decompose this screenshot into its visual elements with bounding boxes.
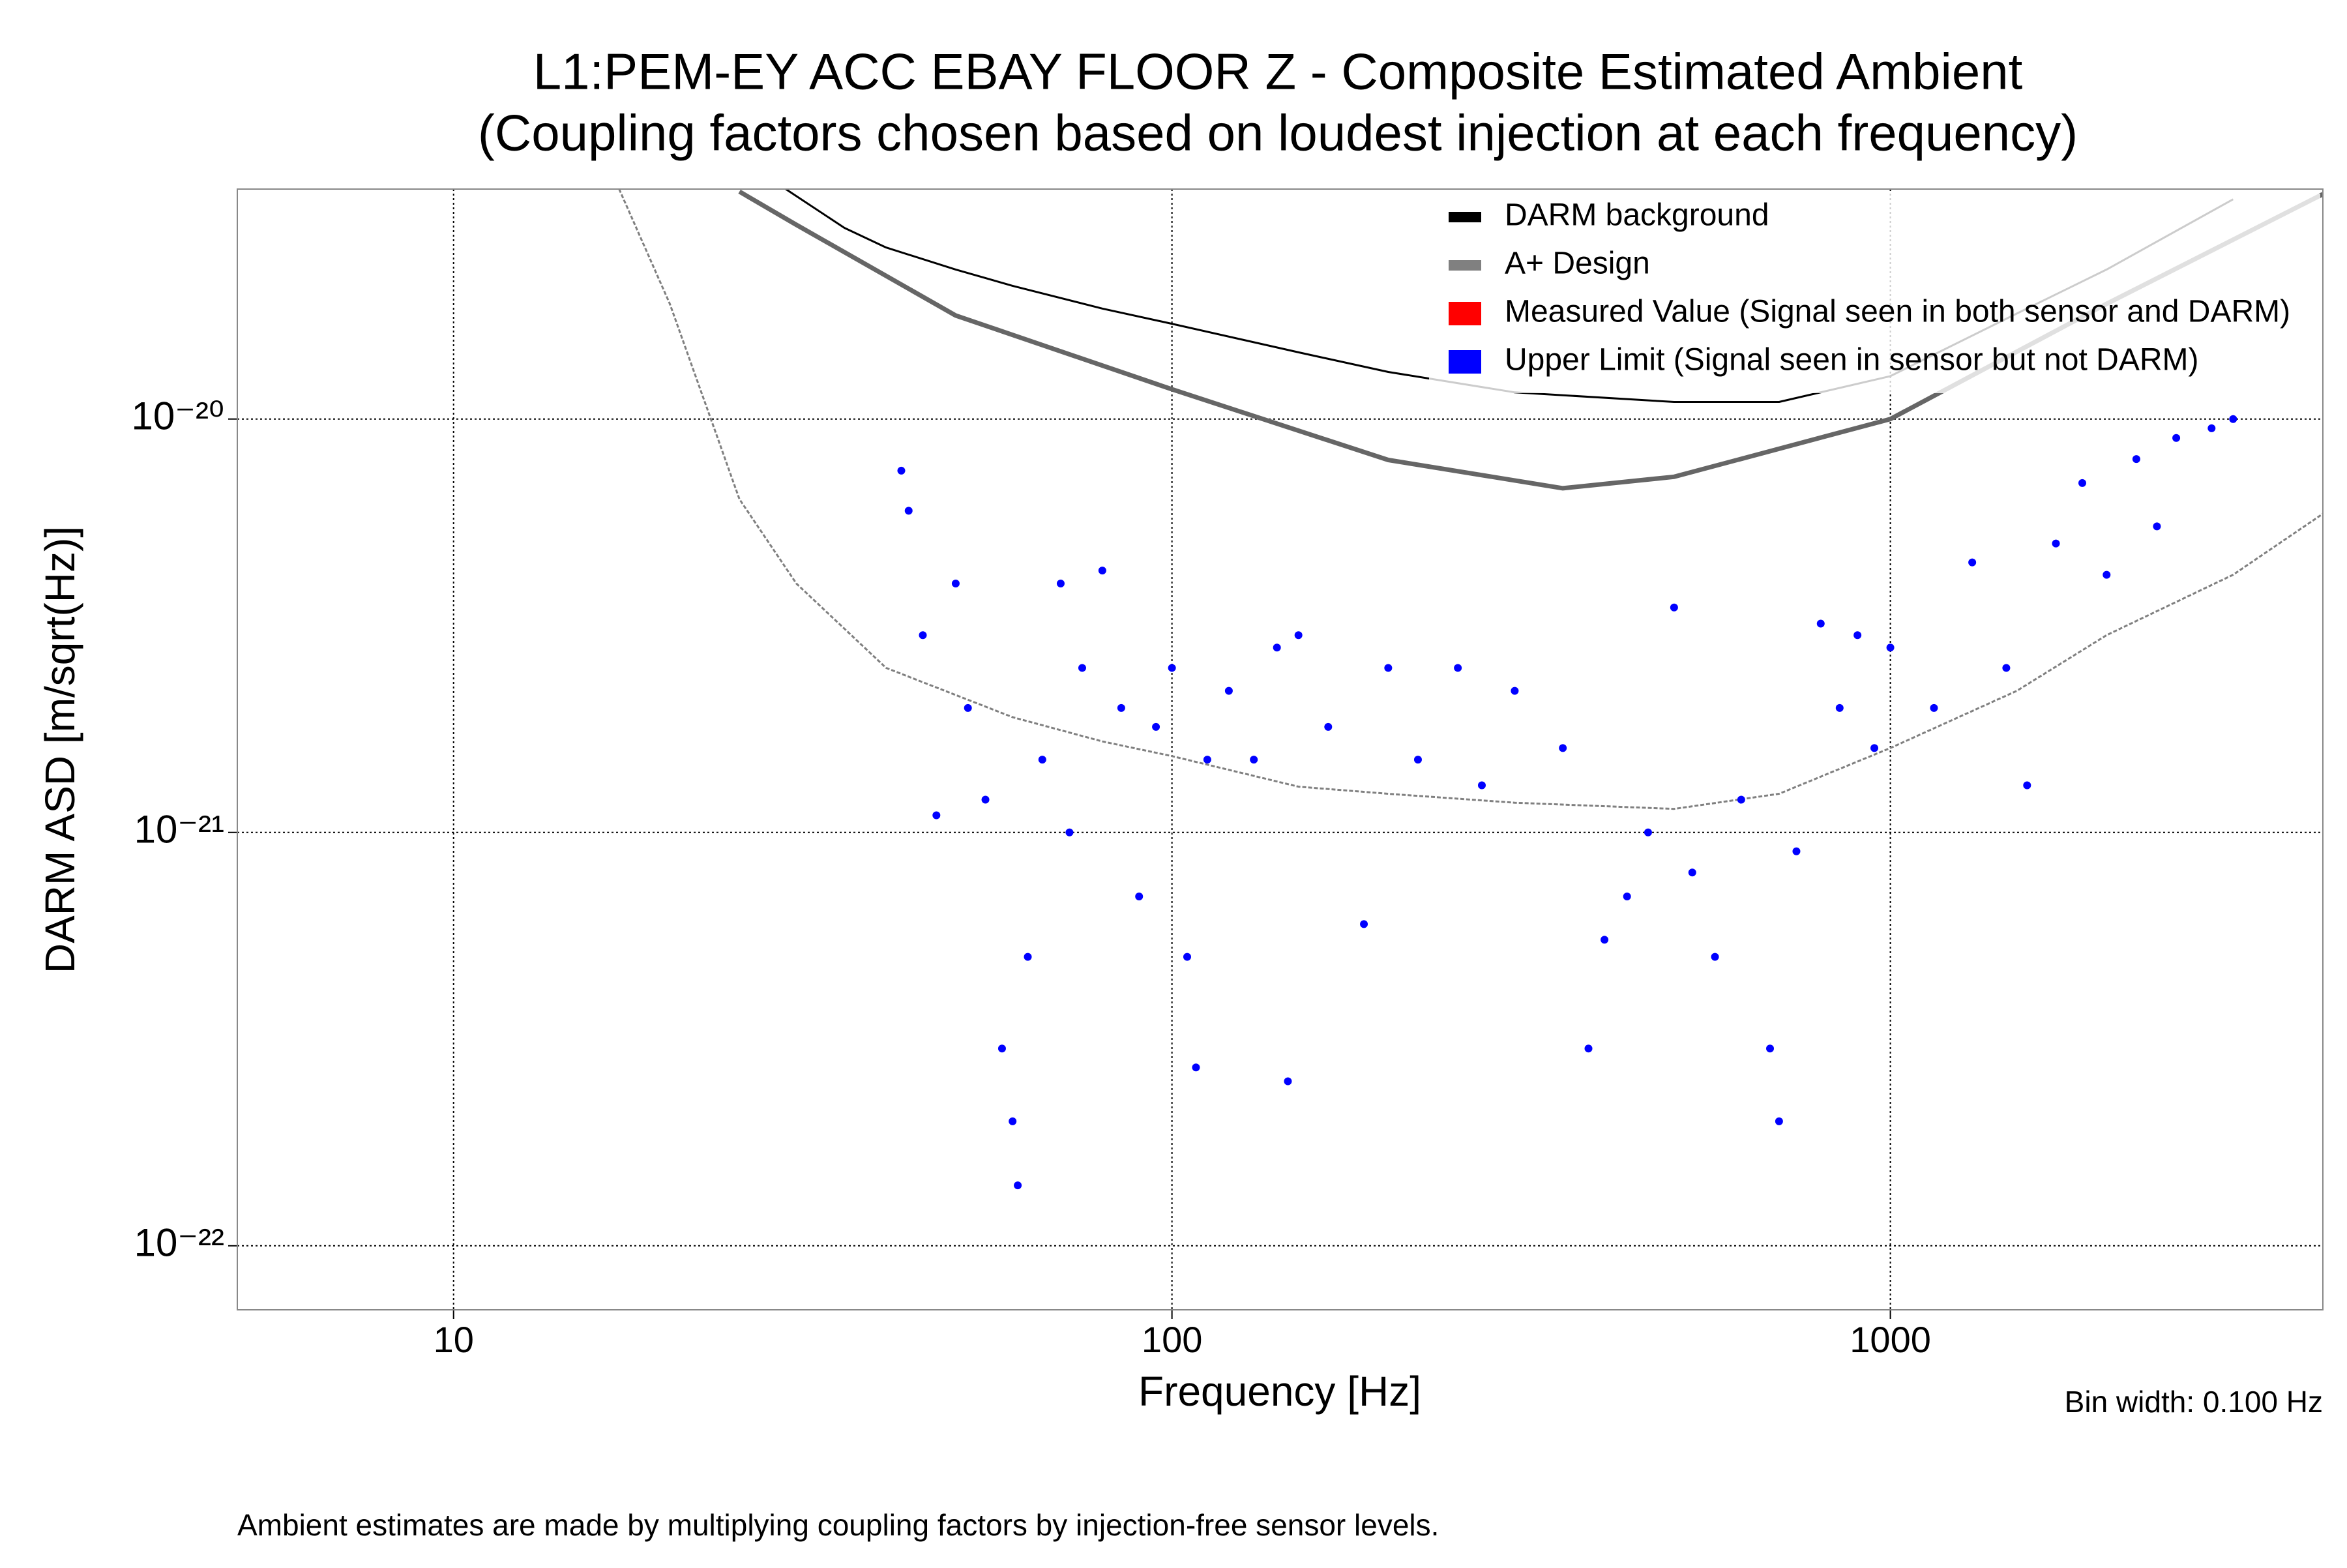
- data-point: [1711, 953, 1719, 961]
- legend-label: Measured Value (Signal seen in both sens…: [1505, 295, 2290, 329]
- data-point: [1766, 1044, 1775, 1053]
- legend-swatch: [1449, 260, 1481, 271]
- legend-swatch: [1449, 302, 1481, 325]
- y-tick-label: 10⁻²¹: [134, 808, 224, 851]
- data-point: [1273, 643, 1281, 652]
- data-point: [2207, 424, 2216, 432]
- data-point: [1853, 631, 1862, 640]
- data-point: [1324, 722, 1333, 731]
- data-point: [1135, 892, 1144, 900]
- data-point: [1384, 664, 1393, 672]
- data-point: [1870, 744, 1879, 752]
- data-point: [1816, 619, 1825, 628]
- data-point: [1644, 828, 1652, 836]
- data-point: [2023, 781, 2031, 790]
- plot-frame: [237, 188, 2324, 1310]
- data-point: [1009, 1117, 1017, 1125]
- data-point: [1835, 703, 1844, 712]
- data-point: [1117, 703, 1125, 712]
- data-point: [1284, 1077, 1292, 1086]
- data-point: [1601, 936, 1609, 944]
- data-point: [1775, 1117, 1783, 1125]
- data-point: [1413, 756, 1422, 764]
- x-tick-label: 10: [434, 1319, 474, 1360]
- data-point: [1152, 722, 1160, 731]
- data-point: [997, 1044, 1006, 1053]
- legend-swatch: [1449, 212, 1481, 222]
- data-point: [1065, 828, 1074, 836]
- data-point: [1737, 795, 1745, 804]
- data-point: [1168, 664, 1176, 672]
- legend-label: DARM background: [1505, 198, 1769, 233]
- data-point: [2229, 415, 2237, 423]
- x-tick-label: 1000: [1850, 1319, 1931, 1360]
- annotation: Bin width: 0.100 Hz: [2065, 1385, 2323, 1419]
- legend-swatch: [1449, 350, 1481, 374]
- data-point: [1623, 892, 1631, 900]
- data-point: [897, 466, 906, 475]
- x-axis-label: Frequency [Hz]: [1138, 1368, 1421, 1415]
- data-point: [1454, 664, 1462, 672]
- data-point: [919, 631, 927, 640]
- data-point: [2132, 455, 2140, 464]
- data-point: [2103, 570, 2111, 579]
- data-point: [1098, 567, 1106, 575]
- data-point: [1930, 703, 1938, 712]
- data-point: [981, 795, 990, 804]
- data-point: [951, 580, 960, 588]
- data-point: [904, 507, 913, 515]
- data-point: [1250, 756, 1258, 764]
- footnote: Ambient estimates are made by multiplyin…: [237, 1508, 1439, 1542]
- data-point: [1584, 1044, 1593, 1053]
- data-point: [1078, 664, 1086, 672]
- data-point: [1688, 868, 1696, 877]
- data-point: [1670, 603, 1678, 612]
- x-tick-label: 100: [1142, 1319, 1202, 1360]
- data-point: [1968, 558, 1977, 567]
- data-point: [1183, 953, 1191, 961]
- y-tick-label: 10⁻²²: [134, 1221, 224, 1265]
- data-point: [2002, 664, 2011, 672]
- data-point: [1203, 756, 1211, 764]
- data-point: [1294, 631, 1303, 640]
- data-point: [1559, 744, 1567, 752]
- legend-box: [1429, 194, 2320, 393]
- chart-subtitle: (Coupling factors chosen based on loudes…: [478, 104, 2078, 162]
- data-point: [1056, 580, 1065, 588]
- data-point: [2078, 479, 2086, 487]
- y-axis-label: DARM ASD [m/sqrt(Hz)]: [37, 526, 83, 973]
- data-point: [1792, 847, 1801, 855]
- legend-label: A+ Design: [1505, 246, 1650, 281]
- data-point: [2153, 522, 2161, 531]
- data-point: [1477, 781, 1486, 790]
- data-point: [1038, 756, 1046, 764]
- data-point: [1360, 920, 1368, 928]
- data-point: [1024, 953, 1032, 961]
- data-point: [1886, 643, 1895, 652]
- chart-title: L1:PEM-EY ACC EBAY FLOOR Z - Composite E…: [533, 43, 2023, 100]
- y-tick-label: 10⁻²⁰: [132, 394, 224, 438]
- data-point: [932, 811, 941, 820]
- data-point: [1511, 687, 1519, 695]
- data-point: [2052, 539, 2060, 548]
- legend-label: Upper Limit (Signal seen in sensor but n…: [1505, 343, 2198, 377]
- data-point: [2172, 434, 2181, 442]
- series-line: [618, 189, 2323, 810]
- data-point: [964, 703, 972, 712]
- data-point: [1014, 1181, 1022, 1190]
- data-point: [1192, 1063, 1200, 1072]
- data-point: [1224, 687, 1233, 695]
